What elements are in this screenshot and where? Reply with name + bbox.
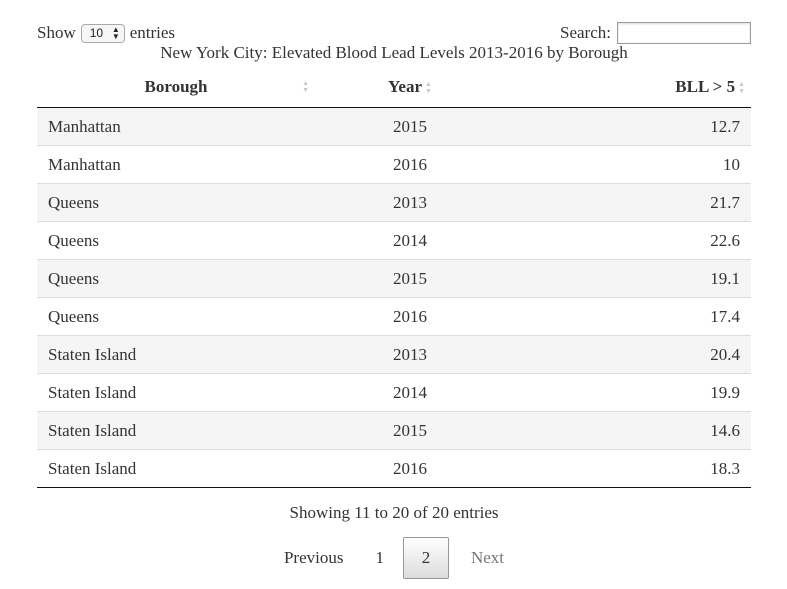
cell-borough: Manhattan (37, 107, 315, 146)
page-button-2-current[interactable]: 2 (402, 537, 449, 579)
length-label-before: Show (37, 23, 76, 42)
cell-bll: 18.3 (505, 449, 751, 488)
header-row: Borough ▲ ▼ Year ▲ ▼ BLL > 5 ▲ ▼ (37, 67, 751, 108)
cell-year: 2016 (315, 297, 505, 336)
sort-icon: ▲ ▼ (738, 80, 745, 96)
table-row: Queens 2015 19.1 (37, 259, 751, 298)
page-button-1[interactable]: 1 (375, 548, 384, 567)
column-header-borough[interactable]: Borough ▲ ▼ (37, 67, 315, 108)
sort-icon: ▲ ▼ (425, 80, 432, 96)
cell-year: 2013 (315, 335, 505, 374)
cell-year: 2016 (315, 145, 505, 184)
table-row: Staten Island 2014 19.9 (37, 373, 751, 412)
cell-year: 2015 (315, 259, 505, 298)
column-header-label: Year (388, 77, 423, 96)
cell-bll: 20.4 (505, 335, 751, 374)
column-header-year[interactable]: Year ▲ ▼ (315, 67, 505, 108)
table-caption: New York City: Elevated Blood Lead Level… (160, 43, 628, 62)
next-page-button[interactable]: Next (470, 548, 505, 567)
search-control: Search: (560, 22, 751, 44)
cell-year: 2015 (315, 107, 505, 146)
table-row: Staten Island 2013 20.4 (37, 335, 751, 374)
data-table: Borough ▲ ▼ Year ▲ ▼ BLL > 5 ▲ ▼ Manhattan 20… (37, 67, 751, 488)
select-updown-icon: ▲ ▼ (111, 25, 120, 41)
cell-bll: 14.6 (505, 411, 751, 450)
length-label-after: entries (129, 23, 176, 42)
column-header-bll[interactable]: BLL > 5 ▲ ▼ (505, 67, 751, 108)
cell-borough: Staten Island (37, 335, 315, 374)
table-info: Showing 11 to 20 of 20 entries (289, 503, 499, 522)
cell-borough: Queens (37, 259, 315, 298)
cell-borough: Queens (37, 297, 315, 336)
cell-year: 2014 (315, 221, 505, 260)
length-control: Show 10 ▲ ▼ entries (37, 22, 175, 44)
previous-page-button[interactable]: Previous (283, 548, 344, 567)
table-row: Manhattan 2016 10 (37, 145, 751, 184)
cell-borough: Staten Island (37, 411, 315, 450)
pagination: Previous 1 2 Next (37, 537, 751, 579)
entries-per-page-value: 10 (89, 26, 104, 40)
cell-bll: 17.4 (505, 297, 751, 336)
table-row: Staten Island 2016 18.3 (37, 449, 751, 488)
cell-year: 2015 (315, 411, 505, 450)
cell-bll: 19.9 (505, 373, 751, 412)
table-row: Manhattan 2015 12.7 (37, 107, 751, 146)
column-header-label: Borough (144, 77, 208, 96)
entries-per-page-select[interactable]: 10 ▲ ▼ (80, 23, 125, 43)
search-label: Search: (560, 23, 611, 42)
cell-bll: 19.1 (505, 259, 751, 298)
cell-year: 2016 (315, 449, 505, 488)
cell-borough: Staten Island (37, 373, 315, 412)
cell-borough: Staten Island (37, 449, 315, 488)
table-row: Queens 2014 22.6 (37, 221, 751, 260)
table-row: Queens 2013 21.7 (37, 183, 751, 222)
cell-bll: 10 (505, 145, 751, 184)
search-input[interactable] (617, 22, 751, 44)
cell-bll: 21.7 (505, 183, 751, 222)
datatable-wrapper: Show 10 ▲ ▼ entries Search: New York City… (37, 0, 751, 589)
cell-borough: Queens (37, 221, 315, 260)
cell-year: 2014 (315, 373, 505, 412)
cell-bll: 22.6 (505, 221, 751, 260)
sort-icon: ▲ ▼ (302, 79, 309, 94)
table-row: Queens 2016 17.4 (37, 297, 751, 336)
cell-borough: Queens (37, 183, 315, 222)
cell-bll: 12.7 (505, 107, 751, 146)
cell-borough: Manhattan (37, 145, 315, 184)
table-row: Staten Island 2015 14.6 (37, 411, 751, 450)
cell-year: 2013 (315, 183, 505, 222)
column-header-label: BLL > 5 (675, 77, 736, 96)
